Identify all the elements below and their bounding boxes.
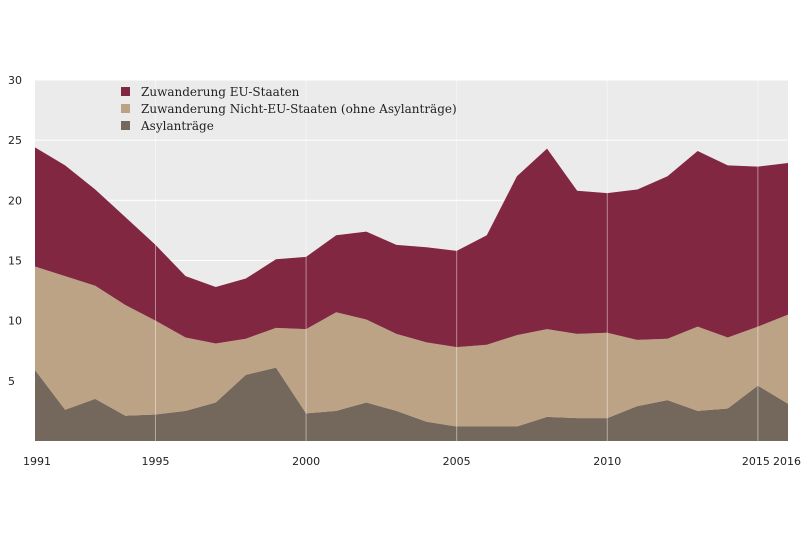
area-series-0	[35, 367, 788, 441]
legend-swatch-2	[121, 121, 130, 130]
x-tick-label-1991: 1991	[23, 455, 51, 468]
x-tick-label-2005: 2005	[443, 455, 471, 468]
x-tick-label-2010: 2010	[593, 455, 621, 468]
y-tick-label-20: 20	[8, 194, 22, 207]
legend-label-2: Asylanträge	[140, 119, 214, 133]
legend: Zuwanderung EU-Staaten Zuwanderung Nicht-…	[121, 85, 457, 133]
legend-swatch-1	[121, 104, 130, 113]
vertical-gridlines	[154, 80, 759, 441]
area-series-2	[35, 147, 788, 348]
y-tick-label-15: 15	[8, 255, 22, 268]
x-axis-ticks: 1991 1995 2000 2005 2010 2015 2016	[23, 455, 801, 468]
y-tick-label-10: 10	[8, 315, 22, 328]
legend-label-0: Zuwanderung EU-Staaten	[141, 85, 300, 99]
x-tick-label-2015: 2015	[742, 455, 770, 468]
y-tick-label-5: 5	[8, 375, 15, 388]
stacked-areas	[35, 147, 788, 441]
area-series-1	[35, 266, 788, 427]
y-tick-label-25: 25	[8, 134, 22, 147]
x-tick-label-1995: 1995	[141, 455, 169, 468]
y-tick-label-30: 30	[8, 74, 22, 87]
y-axis-ticks: 5 10 15 20 25 30	[8, 74, 22, 388]
x-tick-label-2000: 2000	[292, 455, 320, 468]
legend-swatch-0	[121, 87, 130, 96]
legend-label-1: Zuwanderung Nicht-EU-Staaten (ohne Asyla…	[141, 102, 457, 116]
x-tick-label-2016: 2016	[773, 455, 801, 468]
